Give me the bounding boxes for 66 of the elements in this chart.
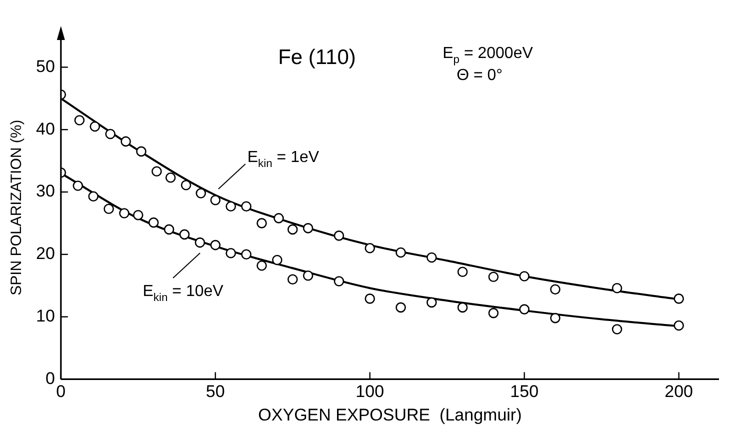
point — [302, 223, 314, 234]
point — [180, 180, 192, 190]
point — [90, 121, 100, 132]
point — [488, 308, 499, 318]
point — [196, 188, 206, 198]
point — [119, 208, 130, 218]
point — [104, 204, 114, 214]
point — [364, 294, 376, 304]
point — [133, 210, 144, 220]
point — [396, 302, 406, 313]
point — [519, 304, 530, 314]
point — [105, 128, 116, 140]
y-tick-label: 20 — [36, 244, 55, 264]
point — [457, 302, 468, 313]
point — [519, 271, 530, 282]
point — [226, 201, 236, 212]
annotation: Θ = 0° — [456, 67, 503, 84]
point — [152, 166, 162, 177]
point — [550, 312, 560, 324]
point — [88, 191, 98, 202]
point — [256, 218, 267, 228]
point — [241, 201, 252, 212]
point — [287, 224, 298, 235]
y-tick-label: 40 — [36, 119, 55, 138]
y-axis-title: SPIN POLARIZATION (%) — [8, 120, 26, 296]
point — [72, 180, 84, 191]
x-tick-label: 50 — [206, 382, 225, 402]
point — [210, 240, 221, 250]
y-tick-label: 0 — [45, 368, 55, 388]
y-tick-label: 50 — [36, 56, 55, 76]
x-tick-label: 150 — [510, 382, 539, 402]
point — [364, 243, 376, 254]
point — [488, 272, 499, 282]
point — [272, 254, 282, 266]
point — [426, 297, 437, 308]
point — [302, 270, 314, 281]
point — [612, 282, 622, 294]
y-tick-label: 10 — [36, 306, 55, 326]
point — [165, 172, 176, 183]
point — [136, 146, 146, 157]
x-tick-label: 200 — [664, 382, 694, 402]
point — [120, 136, 131, 147]
point — [148, 217, 159, 228]
point — [164, 224, 174, 235]
point — [210, 194, 221, 206]
point — [256, 260, 267, 271]
point — [287, 274, 298, 285]
point — [241, 249, 252, 260]
point — [550, 284, 560, 294]
point — [74, 115, 85, 126]
point — [334, 276, 344, 286]
point — [274, 213, 284, 224]
point — [457, 266, 468, 278]
point — [179, 229, 190, 240]
x-tick-label: 100 — [356, 382, 384, 402]
point — [194, 237, 206, 248]
point — [396, 247, 406, 258]
y-tick-label: 30 — [36, 182, 55, 201]
point — [426, 252, 437, 263]
point — [334, 230, 344, 241]
x-axis-title: OXYGEN EXPOSURE (Langmuir) — [258, 405, 522, 424]
text: Fe (110) — [278, 46, 356, 69]
point — [674, 320, 684, 331]
point — [674, 294, 684, 304]
point — [226, 248, 236, 258]
point — [612, 324, 622, 334]
